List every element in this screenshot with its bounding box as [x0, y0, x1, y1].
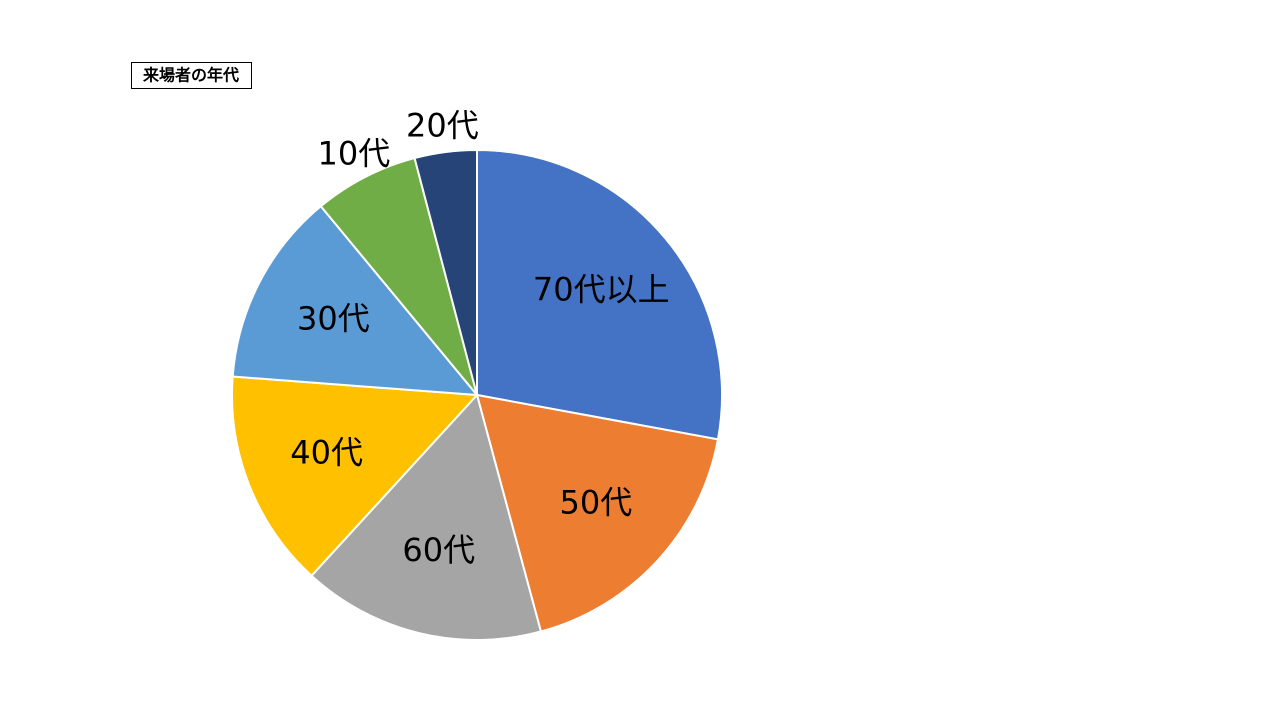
- slice-label: 60代: [402, 531, 475, 569]
- slice-label: 30代: [297, 300, 370, 338]
- pie-slice: [475, 393, 720, 633]
- pie-slice: [319, 156, 478, 396]
- slice-label: 10代: [318, 134, 391, 172]
- pie-slice: [231, 204, 480, 397]
- pie-slice: [476, 148, 723, 441]
- slice-label: 20代: [406, 107, 479, 145]
- chart-title: 来場者の年代: [142, 66, 239, 85]
- slice-label: 70代以上: [533, 271, 670, 309]
- slice-label: 40代: [290, 434, 363, 472]
- pie-slice: [310, 392, 543, 641]
- title-box: [131, 62, 252, 89]
- pie-slice: [231, 375, 480, 578]
- slice-label: 50代: [560, 484, 633, 522]
- pie-slice: [413, 148, 478, 396]
